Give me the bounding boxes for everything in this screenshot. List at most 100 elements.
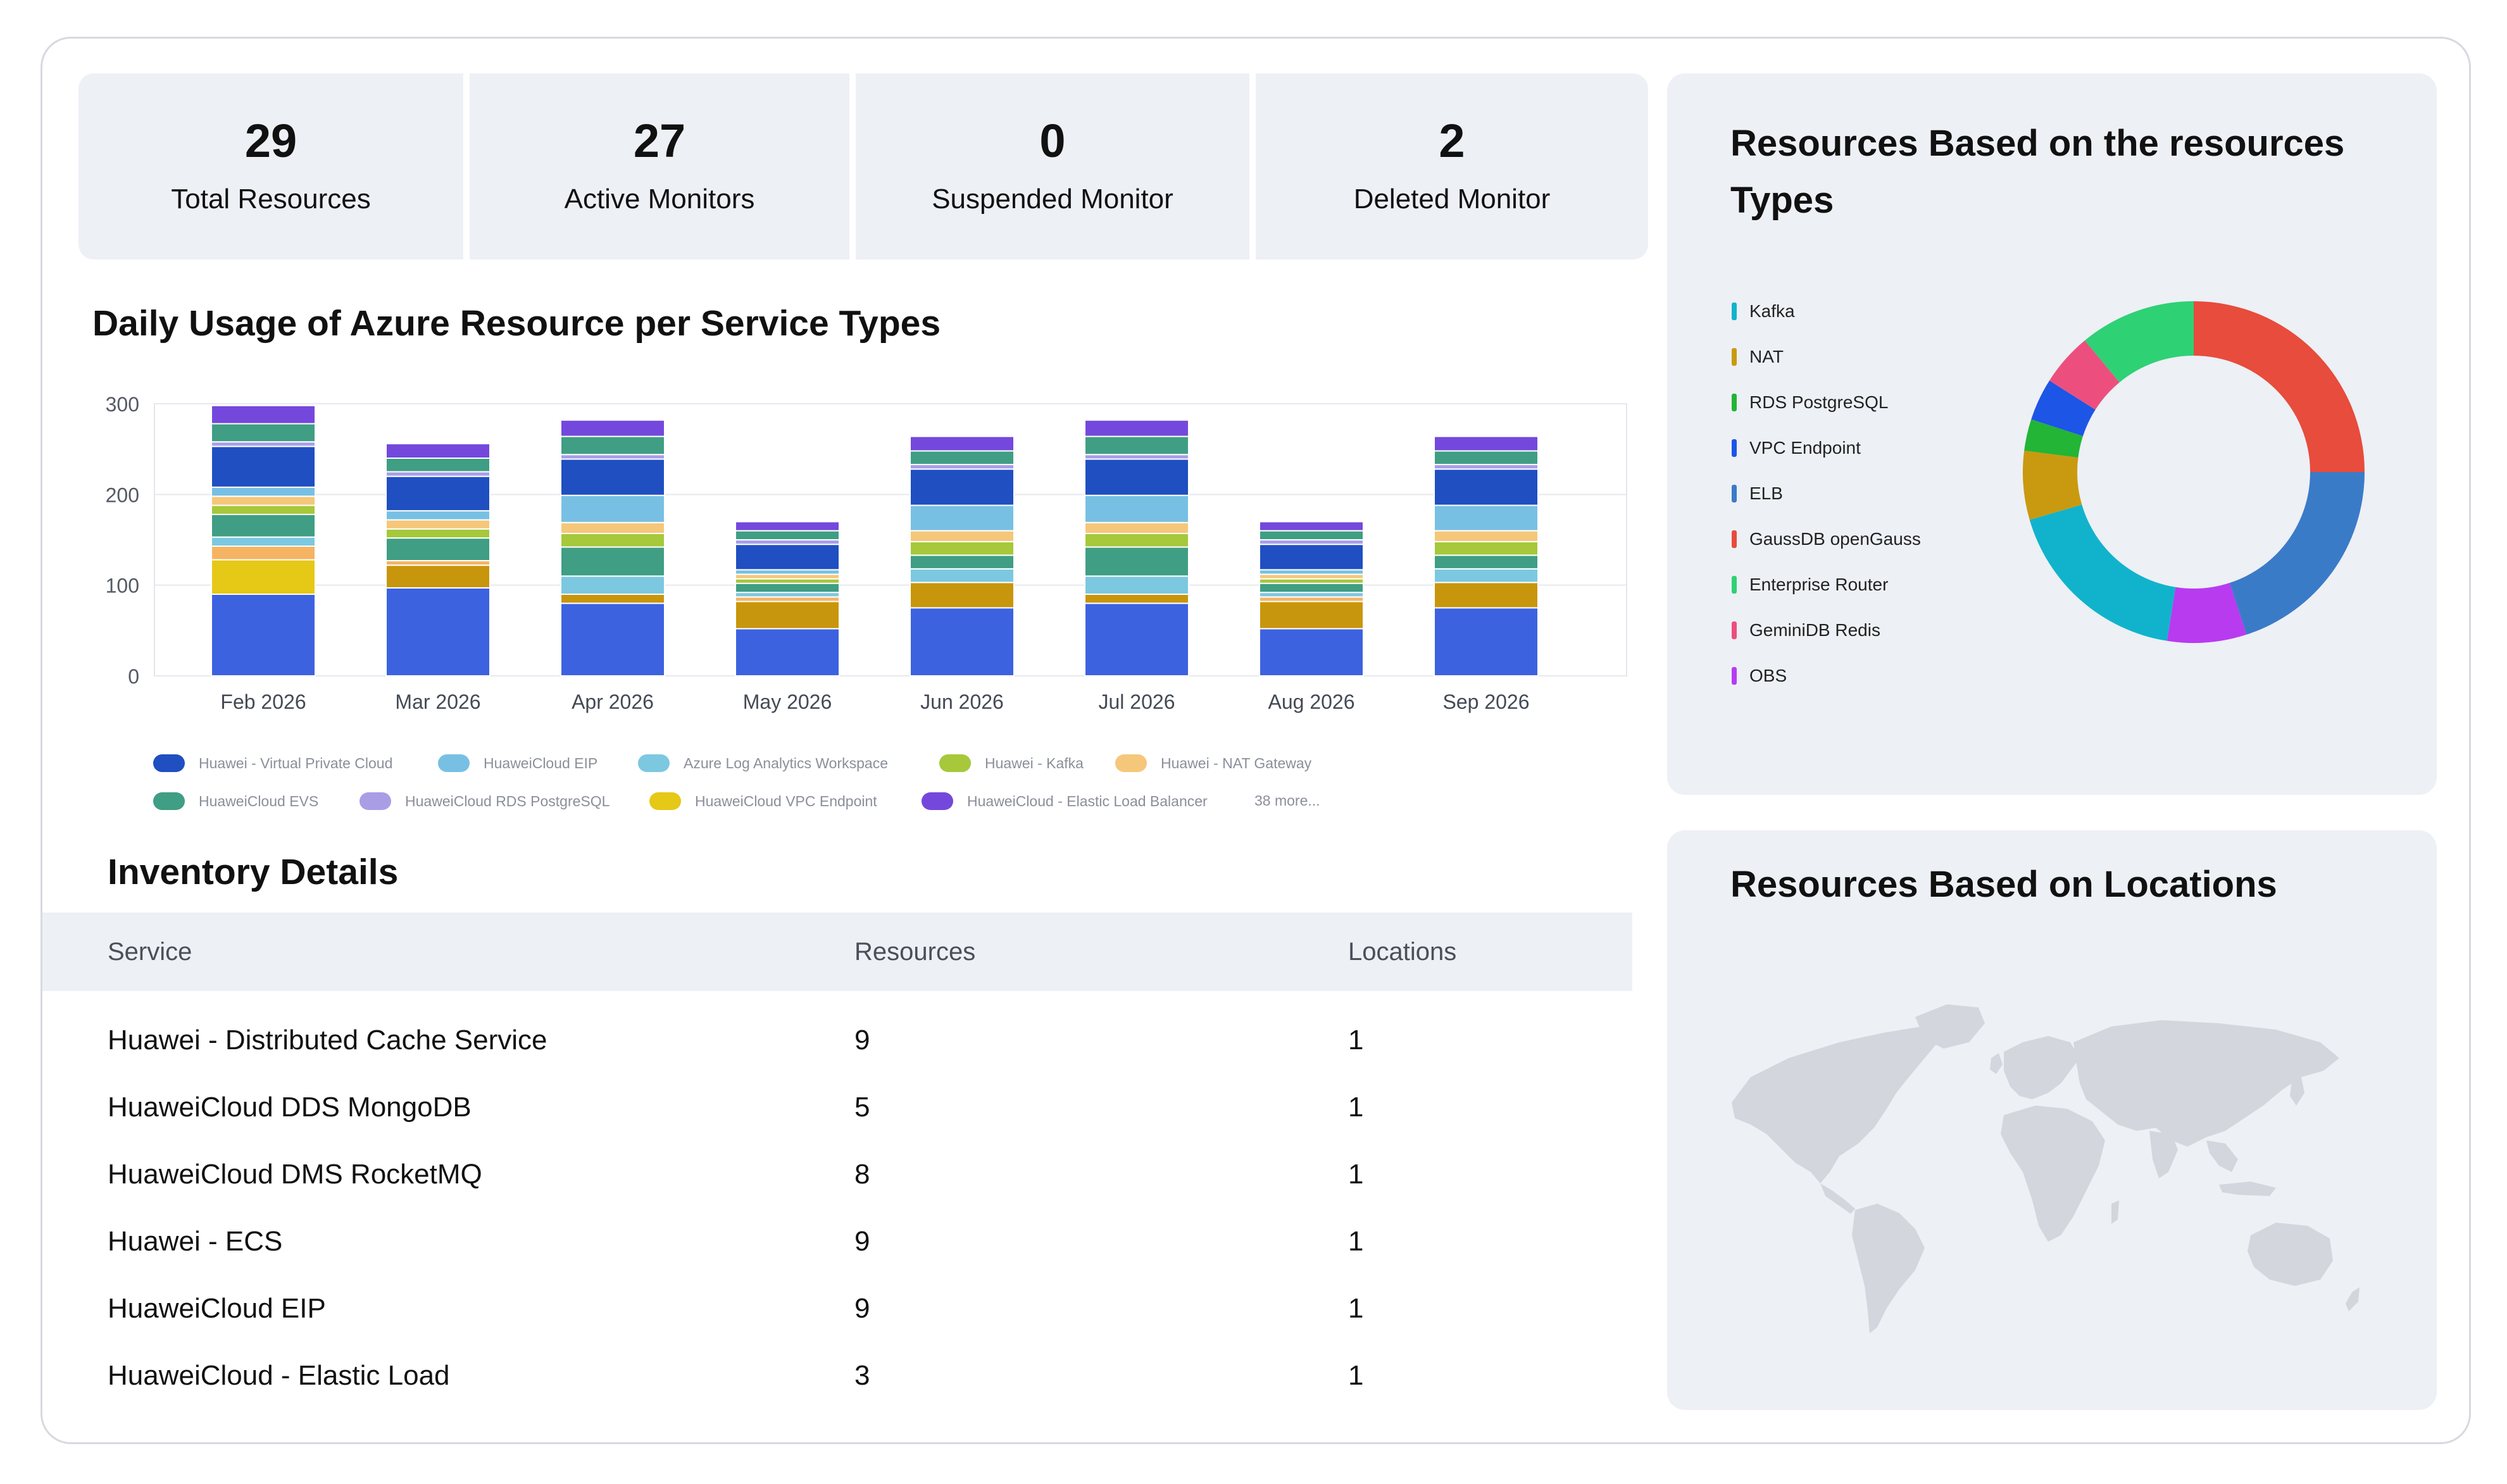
table-row[interactable]: HuaweiCloud EIP 9 1: [42, 1275, 1632, 1343]
donut-legend-item[interactable]: Enterprise Router: [1732, 562, 1921, 608]
bar-segment[interactable]: [1259, 578, 1364, 584]
bar-segment[interactable]: [735, 573, 840, 580]
legend-item[interactable]: Huawei - NAT Gateway: [1115, 754, 1311, 772]
bar-segment[interactable]: [211, 504, 316, 515]
bar-segment[interactable]: [1084, 454, 1189, 460]
bar-segment[interactable]: [735, 628, 840, 677]
bar-segment[interactable]: [1434, 450, 1539, 466]
bar-segment[interactable]: [1084, 435, 1189, 456]
bar-segment[interactable]: [1259, 530, 1364, 541]
bar-segment[interactable]: [385, 443, 491, 459]
donut-slice[interactable]: [2031, 380, 2096, 437]
column-header-resources[interactable]: Resources: [854, 938, 976, 966]
bar-segment[interactable]: [1434, 554, 1539, 570]
donut-slice[interactable]: [2049, 340, 2120, 410]
bar-segment[interactable]: [1084, 575, 1189, 595]
legend-more-link[interactable]: 38 more...: [1254, 792, 1320, 809]
donut-legend-item[interactable]: GaussDB openGauss: [1732, 516, 1921, 562]
bar-segment[interactable]: [560, 419, 665, 437]
bar-segment[interactable]: [1259, 592, 1364, 598]
bar-segment[interactable]: [211, 486, 316, 497]
bar-segment[interactable]: [1259, 582, 1364, 594]
bar-segment[interactable]: [1434, 468, 1539, 506]
bar-segment[interactable]: [1084, 419, 1189, 437]
bar-segment[interactable]: [1084, 594, 1189, 604]
bar-segment[interactable]: [385, 510, 491, 521]
bar-segment[interactable]: [1084, 532, 1189, 548]
bar-segment[interactable]: [735, 521, 840, 532]
bar-segment[interactable]: [560, 546, 665, 577]
bar-segment[interactable]: [1259, 601, 1364, 630]
bar-segment[interactable]: [735, 544, 840, 571]
bar-segment[interactable]: [735, 592, 840, 598]
bar-segment[interactable]: [1434, 435, 1539, 452]
bar-segment[interactable]: [910, 530, 1015, 542]
bar-segment[interactable]: [211, 594, 316, 677]
bar-segment[interactable]: [211, 441, 316, 447]
bar-segment[interactable]: [1434, 530, 1539, 542]
bar-segment[interactable]: [211, 423, 316, 443]
column-header-service[interactable]: Service: [108, 938, 192, 966]
bar-segment[interactable]: [1259, 573, 1364, 580]
legend-item[interactable]: Huawei - Virtual Private Cloud: [153, 754, 392, 772]
bar-segment[interactable]: [385, 475, 491, 512]
legend-item[interactable]: HuaweiCloud EIP: [438, 754, 597, 772]
legend-item[interactable]: Azure Log Analytics Workspace: [638, 754, 888, 772]
donut-legend-item[interactable]: VPC Endpoint: [1732, 425, 1921, 471]
legend-item[interactable]: HuaweiCloud RDS PostgreSQL: [359, 792, 610, 810]
donut-slice[interactable]: [2024, 419, 2084, 458]
legend-item[interactable]: HuaweiCloud - Elastic Load Balancer: [922, 792, 1208, 810]
bar-segment[interactable]: [385, 564, 491, 589]
column-header-locations[interactable]: Locations: [1348, 938, 1457, 966]
donut-legend-item[interactable]: RDS PostgreSQL: [1732, 380, 1921, 425]
bar-segment[interactable]: [910, 464, 1015, 470]
bar-segment[interactable]: [735, 578, 840, 584]
stat-card-active-monitors[interactable]: 27 Active Monitors: [470, 73, 849, 259]
donut-slice[interactable]: [2194, 301, 2365, 472]
donut-slice[interactable]: [2166, 582, 2247, 643]
bar-segment[interactable]: [735, 596, 840, 602]
bar-segment[interactable]: [211, 496, 316, 506]
bar-segment[interactable]: [560, 435, 665, 456]
bar-segment[interactable]: [735, 539, 840, 546]
donut-legend-item[interactable]: OBS: [1732, 653, 1921, 699]
bar-segment[interactable]: [385, 458, 491, 473]
bar-segment[interactable]: [910, 540, 1015, 556]
donut-slice[interactable]: [2084, 301, 2194, 383]
donut-slice[interactable]: [2029, 504, 2176, 641]
bar-segment[interactable]: [385, 537, 491, 561]
stat-card-total-resources[interactable]: 29 Total Resources: [78, 73, 463, 259]
bar-segment[interactable]: [560, 454, 665, 460]
bar-segment[interactable]: [1434, 568, 1539, 583]
bar-segment[interactable]: [910, 435, 1015, 452]
bar-segment[interactable]: [1084, 494, 1189, 523]
bar-segment[interactable]: [385, 528, 491, 539]
bar-segment[interactable]: [1259, 544, 1364, 571]
bar-segment[interactable]: [560, 494, 665, 523]
bar-segment[interactable]: [211, 513, 316, 538]
bar-segment[interactable]: [560, 458, 665, 496]
bar-segment[interactable]: [910, 568, 1015, 583]
bar-segment[interactable]: [560, 532, 665, 548]
donut-legend-item[interactable]: ELB: [1732, 471, 1921, 516]
legend-item[interactable]: HuaweiCloud VPC Endpoint: [649, 792, 877, 810]
bar-segment[interactable]: [910, 450, 1015, 466]
bar-segment[interactable]: [735, 530, 840, 541]
bar-segment[interactable]: [385, 587, 491, 677]
bar-segment[interactable]: [211, 546, 316, 561]
table-row[interactable]: Huawei - Distributed Cache Service 9 1: [42, 1006, 1632, 1075]
bar-segment[interactable]: [1259, 539, 1364, 546]
bar-segment[interactable]: [560, 521, 665, 534]
world-map-icon[interactable]: [1706, 982, 2390, 1362]
bar-segment[interactable]: [211, 559, 316, 595]
bar-segment[interactable]: [910, 607, 1015, 677]
donut-legend-item[interactable]: NAT: [1732, 334, 1921, 380]
table-row[interactable]: Huawei - ECS 9 1: [42, 1207, 1632, 1276]
table-row[interactable]: HuaweiCloud - Elastic Load 3 1: [42, 1342, 1632, 1410]
donut-slice[interactable]: [2023, 451, 2082, 520]
donut-legend-item[interactable]: GeminiDB Redis: [1732, 608, 1921, 653]
bar-segment[interactable]: [385, 519, 491, 530]
bar-segment[interactable]: [1434, 607, 1539, 677]
stat-card-suspended-monitor[interactable]: 0 Suspended Monitor: [856, 73, 1249, 259]
table-row[interactable]: HuaweiCloud DMS RocketMQ 8 1: [42, 1140, 1632, 1209]
